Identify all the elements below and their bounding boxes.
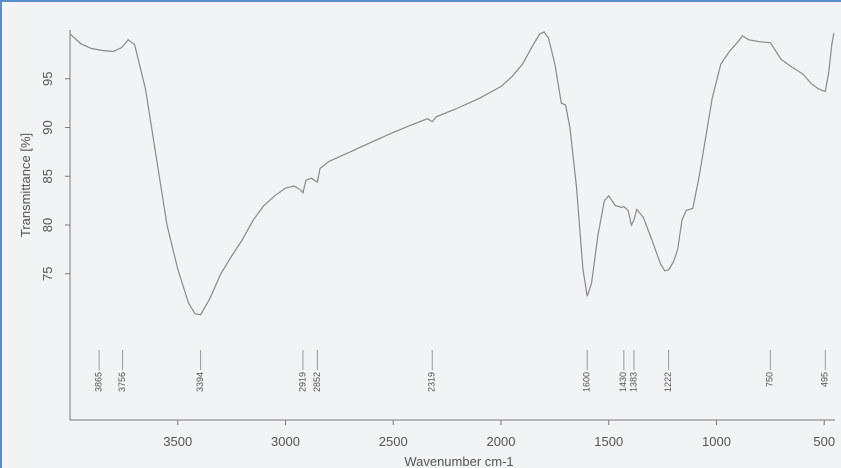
x-tick-label: 2000 [487,434,516,449]
peak-label: 2852 [312,372,322,392]
peak-label: 1600 [582,372,592,392]
peak-label: 1383 [628,372,638,392]
peak-label: 3394 [195,372,205,392]
peak-markers-group: 3865 3756 3394 2919 2852 2319 1600 1430 1383 1222… [93,350,830,392]
y-tick-label: 75 [40,267,55,281]
y-tick-label: 80 [40,218,55,232]
peak-label: 1222 [663,372,673,392]
y-tick-label: 95 [40,72,55,86]
axes-group [69,30,835,421]
x-tick-label: 2500 [379,434,408,449]
spectrum-line [69,31,835,316]
peak-label: 750 [765,372,775,387]
y-axis-title: Transmittance [%] [18,133,33,237]
peak-label: 2919 [297,372,307,392]
x-tick-label: 1000 [702,434,731,449]
x-tick-label: 500 [813,434,835,449]
peak-label: 1430 [618,372,628,392]
x-tick-label: 3500 [163,434,192,449]
peak-label: 3865 [93,372,103,392]
x-tick-label: 3000 [271,434,300,449]
peak-label: 495 [820,372,830,387]
y-tick-label: 85 [40,169,55,183]
x-axis-title: Wavenumber cm-1 [404,454,513,468]
x-tick-label: 1500 [594,434,623,449]
x-tick-group: 3500 3000 2500 2000 1500 1000 500 [163,420,835,449]
peak-label: 3756 [117,372,127,392]
y-tick-group: 75 80 85 90 95 [40,72,70,281]
peak-label: 2319 [427,372,437,392]
y-tick-label: 90 [40,120,55,134]
